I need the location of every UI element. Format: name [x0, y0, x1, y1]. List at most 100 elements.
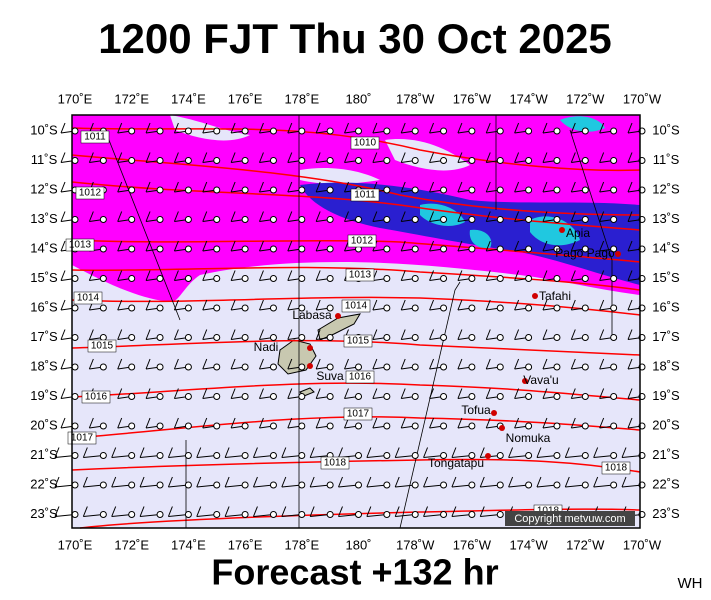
barb-flag — [88, 329, 94, 340]
map-area: 1011 1010 1012 1011 1013 1012 1013 1014 1014 1015… — [54, 114, 646, 529]
barb-flag — [429, 329, 435, 340]
barb-flag — [258, 299, 264, 311]
station — [496, 216, 504, 223]
barb-flag — [599, 358, 605, 370]
isobar-label: 1015 — [91, 341, 114, 352]
station — [128, 127, 136, 135]
barb-flag — [117, 152, 123, 163]
isobar-label: 1013 — [69, 240, 92, 251]
barb-flag — [564, 447, 570, 458]
station — [411, 334, 419, 341]
barb-flag — [338, 447, 343, 458]
longitude-label: 172˚E — [114, 91, 149, 106]
station — [355, 452, 362, 459]
barb-flag — [252, 447, 258, 458]
barb-flag — [230, 358, 236, 370]
barb-flag — [54, 447, 60, 458]
barb-flag — [202, 240, 208, 252]
station — [269, 481, 277, 489]
barb-flag — [429, 240, 435, 252]
barb-flag — [621, 476, 627, 488]
station — [128, 452, 136, 459]
station — [269, 452, 277, 459]
station — [128, 245, 136, 253]
barb-flag — [230, 181, 236, 193]
barb-flag — [542, 270, 548, 281]
station — [468, 216, 476, 223]
barb-flag — [173, 358, 179, 370]
barb-flag — [117, 388, 123, 399]
barb-flag — [599, 211, 605, 222]
station — [269, 393, 277, 400]
barb-flag — [117, 211, 123, 222]
station — [99, 245, 107, 253]
barb-flag — [570, 329, 576, 340]
barb-flag — [60, 329, 66, 340]
station — [71, 334, 79, 341]
station — [581, 481, 589, 489]
station — [213, 393, 221, 400]
station — [496, 304, 504, 312]
longitude-label: 172˚W — [566, 91, 605, 106]
isobar-label-box — [67, 431, 97, 445]
place-label: Nadi — [254, 340, 279, 354]
station — [213, 334, 221, 341]
station — [128, 275, 136, 282]
barb-flag — [117, 240, 123, 252]
station — [269, 186, 277, 194]
barb-flag — [145, 240, 151, 252]
station — [269, 422, 277, 430]
barb-flag — [258, 240, 264, 252]
place-label: Tongatapu — [428, 456, 484, 470]
barb-flag — [542, 152, 548, 163]
barb-flag — [344, 181, 349, 193]
barb-flag — [258, 122, 264, 134]
station — [269, 363, 277, 371]
barb-flag — [627, 211, 633, 222]
longitude-label: 170˚W — [623, 537, 662, 552]
isobar-label: 1017 — [347, 409, 370, 420]
wind-barbs — [54, 122, 646, 518]
latitude-label: 23˚S — [30, 506, 58, 521]
isobar-label: 1018 — [324, 458, 347, 469]
station — [440, 127, 448, 135]
station — [411, 245, 419, 253]
latitude-label: 15˚S — [30, 270, 58, 285]
barb-flag — [60, 122, 66, 134]
station — [213, 216, 221, 223]
barb-flag — [167, 476, 173, 488]
station — [213, 363, 221, 371]
barb-flag — [287, 417, 293, 429]
station — [411, 422, 419, 430]
barb-flag — [315, 152, 321, 163]
station — [440, 452, 448, 459]
station — [355, 127, 362, 135]
barb-flag — [400, 152, 406, 163]
station — [184, 363, 192, 371]
barb-flag — [429, 388, 435, 399]
station — [468, 393, 476, 400]
barb-flag — [372, 417, 378, 429]
barb-flag — [423, 506, 429, 517]
barb-flag — [366, 506, 372, 517]
barb-flag — [202, 388, 208, 399]
barb-flag — [621, 447, 627, 458]
station — [383, 393, 391, 400]
barb-flag — [627, 299, 633, 311]
latitude-label: 18˚S — [652, 358, 680, 373]
station — [553, 245, 561, 253]
latitude-label: 20˚S — [652, 417, 680, 432]
station — [213, 511, 221, 518]
barb-flag — [287, 358, 293, 370]
station — [184, 481, 192, 489]
station — [99, 334, 107, 341]
latitude-label: 12˚S — [30, 181, 58, 196]
barb-flag — [593, 476, 599, 488]
barb-flag — [457, 358, 463, 370]
barb-flag — [514, 152, 520, 163]
station — [241, 186, 249, 194]
barb-flag — [60, 358, 66, 370]
station — [298, 511, 306, 518]
station — [326, 157, 334, 164]
station — [298, 127, 306, 135]
